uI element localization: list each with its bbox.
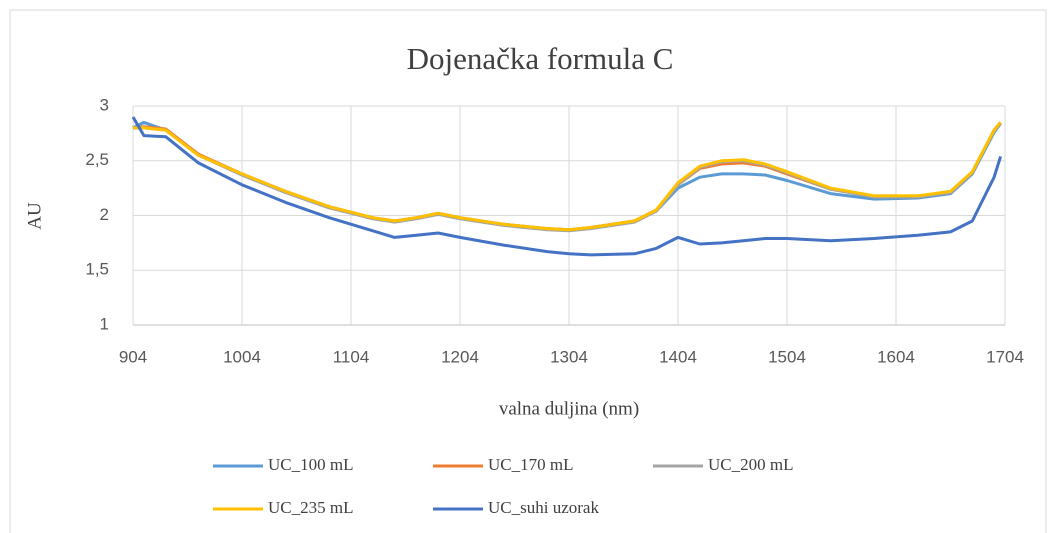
x-tick-label: 1304: [550, 347, 588, 366]
legend-label: UC_170 mL: [488, 455, 573, 474]
y-tick-label: 3: [100, 95, 109, 114]
legend-label: UC_100 mL: [268, 455, 353, 474]
y-axis-label: AU: [24, 202, 45, 230]
y-tick-label: 2: [100, 205, 109, 224]
legend-label: UC_200 mL: [708, 455, 793, 474]
chart-title: Dojenačka formula C: [407, 41, 674, 76]
y-tick-label: 2,5: [85, 150, 109, 169]
y-tick-label: 1,5: [85, 260, 109, 279]
legend-label: UC_235 mL: [268, 498, 353, 517]
series-line: [133, 121, 1002, 232]
x-tick-label: 1104: [333, 347, 370, 366]
x-tick-label: 1604: [877, 347, 915, 366]
series-line: [131, 116, 1003, 257]
x-tick-label: 1004: [223, 347, 261, 366]
x-tick-label: 1404: [659, 347, 697, 366]
x-tick-label: 1504: [768, 347, 806, 366]
chart-border: [9, 9, 1047, 533]
x-tick-label: 1704: [986, 347, 1024, 366]
x-tick-label: 1204: [441, 347, 479, 366]
x-tick-label: 904: [119, 347, 147, 366]
y-tick-label: 1: [100, 314, 109, 333]
legend-label: UC_suhi uzorak: [488, 498, 599, 517]
x-axis-label: valna duljina (nm): [499, 398, 639, 419]
